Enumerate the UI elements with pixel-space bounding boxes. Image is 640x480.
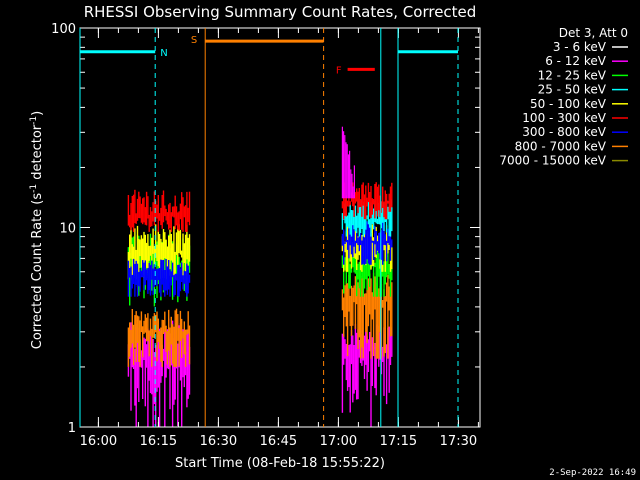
timestamp: 2-Sep-2022 16:49 [549,468,636,478]
data-series-50-100keV-seg0 [127,223,191,280]
interval-label-F: F [336,65,342,76]
y-tick-label: 1 [68,421,76,436]
data-series-100-300keV-seg1 [341,182,393,220]
x-tick-label: 17:00 [320,434,357,449]
y-axis: 1 10 100 [51,22,480,436]
legend-label: 3 - 6 keV [553,40,607,54]
x-tick-label: 16:15 [140,434,177,449]
y-tick-label: 10 [59,222,76,237]
x-axis: 16:00 16:15 16:30 16:45 17:00 17:15 17:30 [80,28,479,449]
y-axis-label: Corrected Count Rate (s-1 detector-1) [29,111,45,349]
x-tick-label: 17:30 [440,434,477,449]
legend-label: 800 - 7000 keV [515,139,607,153]
x-axis-label: Start Time (08-Feb-18 15:55:22) [175,456,385,471]
y-tick-label: 100 [51,22,76,37]
interval-label-N: N [160,48,167,59]
legend-label: 6 - 12 keV [545,54,607,68]
legend-label: 12 - 25 keV [538,68,607,82]
data-series-800-7000keV-seg0 [127,308,191,367]
interval-label-S: S [191,35,197,46]
data-series-100-300keV-seg0 [127,189,191,232]
chart-title: RHESSI Observing Summary Count Rates, Co… [84,3,477,21]
x-tick-label: 16:45 [260,434,297,449]
x-tick-label: 16:30 [200,434,237,449]
data-spike [341,126,355,199]
plot-frame [79,27,481,428]
legend-label: 100 - 300 keV [522,111,606,125]
x-tick-label: 16:00 [80,434,117,449]
legend-label: 7000 - 15000 keV [499,154,606,168]
legend-label: 25 - 50 keV [538,83,607,97]
data-series-300-800keV-seg0 [127,259,191,297]
legend-label: 50 - 100 keV [530,97,607,111]
legend-title: Det 3, Att 0 [559,26,628,40]
x-tick-label: 17:15 [380,434,417,449]
legend-label: 300 - 800 keV [522,125,606,139]
